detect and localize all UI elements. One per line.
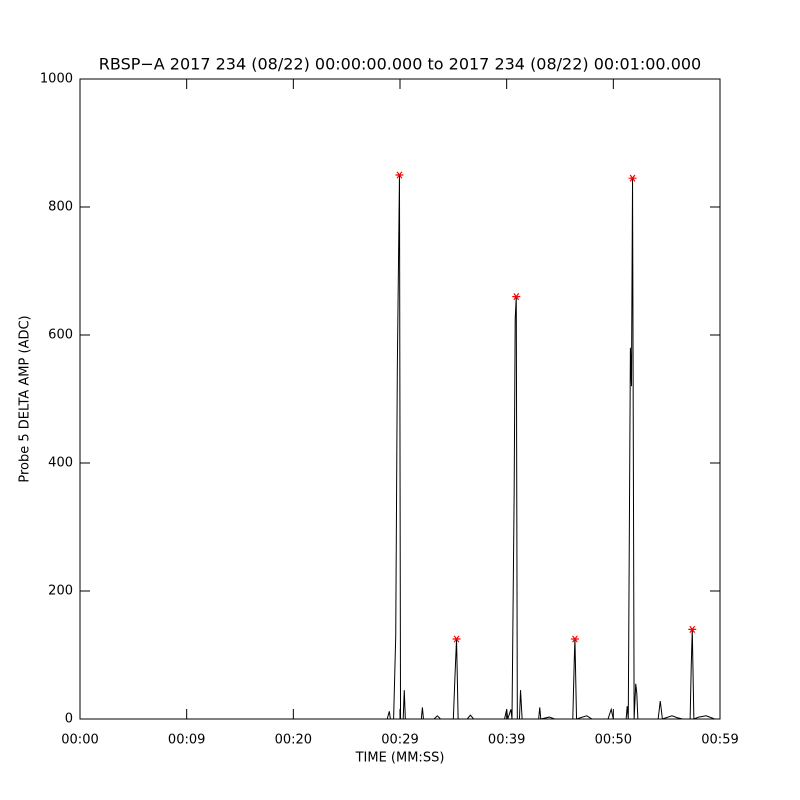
peak-marker	[688, 625, 697, 633]
y-tick-label: 400	[48, 456, 73, 471]
peak-marker	[628, 174, 637, 182]
y-tick-label: 600	[48, 328, 73, 343]
peak-marker	[452, 635, 461, 643]
x-tick-label: 00:59	[701, 733, 738, 748]
y-tick-label: 1000	[40, 72, 73, 87]
x-tick-label: 00:29	[381, 733, 418, 748]
peak-marker	[512, 293, 521, 301]
data-line	[80, 174, 720, 720]
x-axis-label: TIME (MM:SS)	[355, 751, 445, 766]
x-tick-label: 00:09	[168, 733, 205, 748]
y-tick-label: 0	[65, 712, 73, 727]
y-axis-label: Probe 5 DELTA AMP (ADC)	[18, 315, 33, 482]
y-tick-label: 800	[48, 200, 73, 215]
y-tick-label: 200	[48, 584, 73, 599]
peak-marker	[395, 171, 404, 179]
x-tick-label: 00:20	[275, 733, 312, 748]
x-tick-label: 00:50	[595, 733, 632, 748]
x-tick-label: 00:00	[61, 733, 98, 748]
chart-title: RBSP−A 2017 234 (08/22) 00:00:00.000 to …	[99, 55, 701, 74]
x-tick-label: 00:39	[488, 733, 525, 748]
peak-marker	[570, 635, 579, 643]
